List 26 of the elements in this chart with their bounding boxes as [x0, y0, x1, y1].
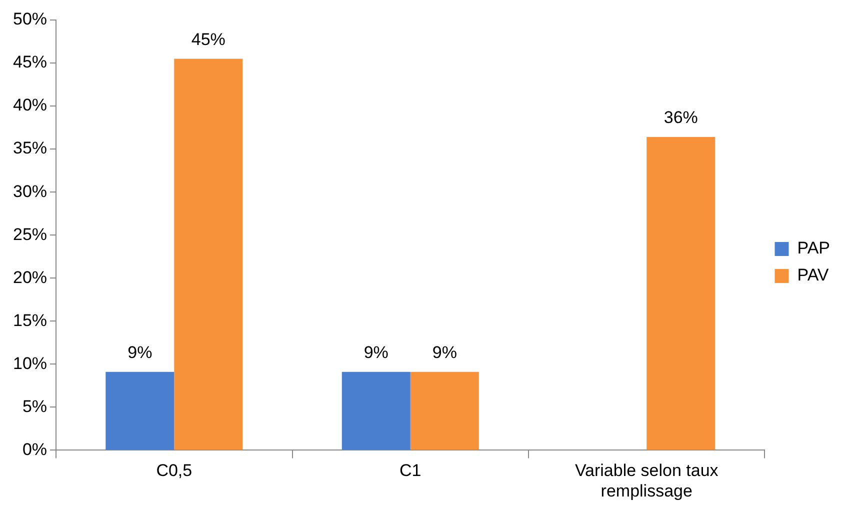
legend-label: PAP: [797, 238, 830, 258]
data-label: 9%: [128, 343, 152, 362]
y-tick-label: 0%: [22, 440, 48, 459]
y-tick-label: 30%: [12, 182, 48, 201]
y-tick-label: 10%: [12, 354, 48, 373]
x-tick-label: Variable selon taux remplissage: [574, 461, 719, 500]
x-tick-label: C0,5: [156, 461, 192, 480]
y-tick-label: 50%: [12, 10, 48, 29]
data-label: 45%: [191, 30, 226, 49]
data-label: 9%: [364, 343, 388, 362]
data-label: 36%: [664, 108, 698, 128]
y-tick-label: 25%: [12, 224, 48, 244]
y-tick-label: 20%: [12, 268, 48, 287]
bar: [106, 372, 174, 450]
y-tick-label: 35%: [12, 138, 48, 158]
bar: [174, 58, 243, 450]
y-tick-label: 5%: [22, 396, 48, 416]
y-tick-label: 15%: [12, 310, 48, 330]
data-label: 9%: [432, 343, 457, 362]
bar: [646, 137, 716, 450]
legend-label: PAV: [797, 266, 830, 285]
x-tick-label: C1: [400, 461, 422, 480]
bar: [410, 372, 479, 450]
y-tick-label: 40%: [12, 96, 48, 115]
bar: [342, 372, 410, 450]
y-tick-label: 45%: [12, 52, 48, 72]
